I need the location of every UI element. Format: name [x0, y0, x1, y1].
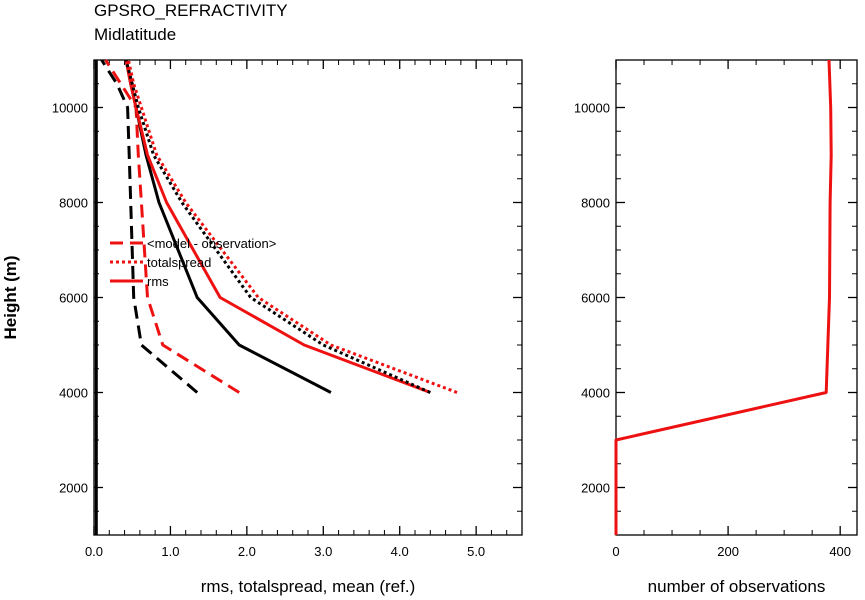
- observation-count-panel: 2000 4000 6000 8000 10000 0 200 400 number of ob…: [574, 59, 858, 596]
- y-tick-label: 8000: [59, 196, 88, 211]
- chart-title: GPSRO_REFRACTIVITY: [94, 1, 288, 20]
- x-tick-label: 0: [612, 544, 619, 559]
- y-tick-label: 6000: [581, 291, 610, 306]
- x-tick-label: 5.0: [467, 544, 485, 559]
- series-line-5: [124, 59, 431, 394]
- x-tick-label: 2.0: [238, 544, 256, 559]
- x-axis-label: rms, totalspread, mean (ref.): [201, 577, 415, 596]
- y-tick-label: 8000: [581, 196, 610, 211]
- x-axis-label: number of observations: [648, 577, 826, 596]
- series-line-2: [104, 59, 240, 394]
- x-tick-label: 4.0: [391, 544, 409, 559]
- legend-label: totalspread: [147, 255, 211, 270]
- series-line-6: [126, 59, 458, 394]
- plot-frame: [93, 59, 523, 536]
- legend-label: rms: [147, 274, 169, 289]
- y-tick-label: 10000: [52, 101, 88, 116]
- series-line-0: [614, 59, 833, 535]
- series-line-4: [124, 59, 431, 394]
- x-tick-label: 400: [829, 544, 851, 559]
- y-tick-label: 4000: [581, 386, 610, 401]
- x-tick-label: 3.0: [314, 544, 332, 559]
- plot-frame: [615, 59, 858, 536]
- y-axis-label: Height (m): [1, 255, 20, 339]
- x-tick-label: 0.0: [85, 544, 103, 559]
- y-tick-label: 10000: [574, 101, 610, 116]
- y-tick-label: 6000: [59, 291, 88, 306]
- y-tick-label: 2000: [581, 481, 610, 496]
- y-tick-label: 2000: [59, 481, 88, 496]
- y-tick-label: 4000: [59, 386, 88, 401]
- rms-spread-panel: 2000 4000 6000 8000 10000 0.0 1.0 2.0 3.0 4.0 5.0 r…: [1, 59, 523, 596]
- series-line-1: [100, 59, 199, 394]
- chart-subtitle: Midlatitude: [94, 25, 176, 44]
- x-tick-label: 200: [717, 544, 739, 559]
- x-tick-label: 1.0: [161, 544, 179, 559]
- legend-label: <model - observation>: [147, 236, 276, 251]
